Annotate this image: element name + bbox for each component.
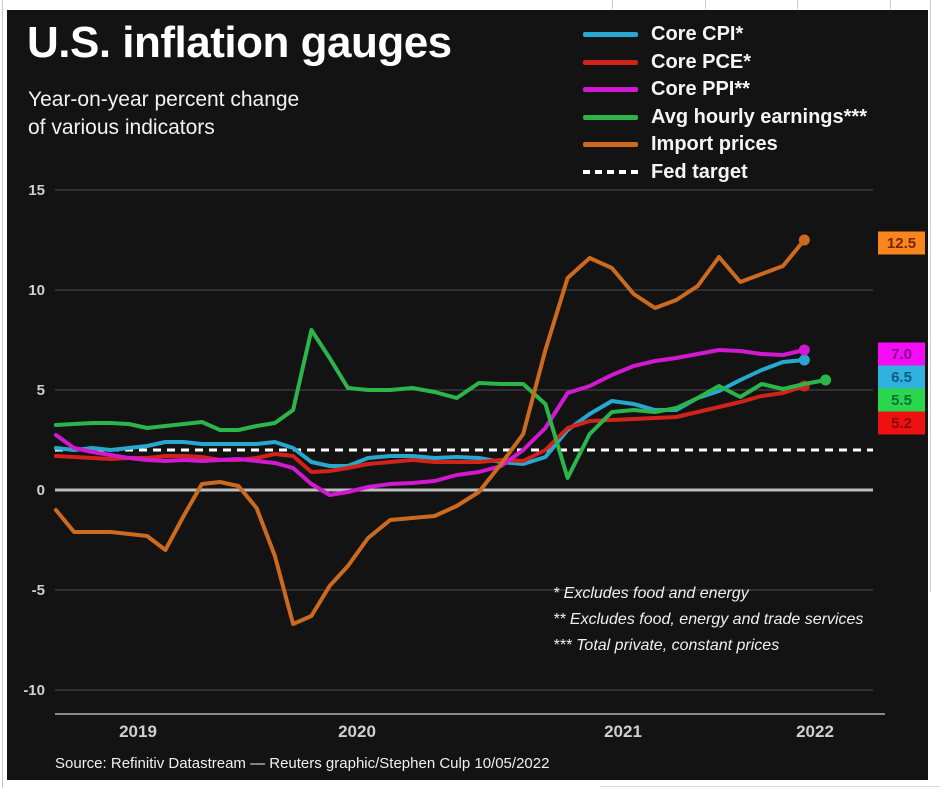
y-tick-label: 0 (37, 482, 45, 499)
legend-swatch-avg-hourly-earnings (583, 114, 638, 120)
y-tick-label: -5 (32, 582, 45, 599)
endpoint-dot-core-ppi (798, 344, 810, 356)
endpoint-dot-core-cpi (798, 354, 810, 366)
endpoint-dot-avg-hourly-earnings (820, 374, 832, 386)
end-value-label: 6.5 (891, 369, 912, 386)
series-core-ppi (53, 348, 807, 497)
end-value-box (878, 342, 925, 366)
x-tick-label: 2021 (604, 722, 642, 741)
chart-panel: 15 10 5 0 -5 -10 2019 2020 2021 2022 12.5 7.0 6.5 5.5… (7, 10, 928, 780)
legend-label: Fed target (651, 160, 748, 183)
legend-item-avg-hourly-earnings: Avg hourly earnings*** (583, 104, 867, 132)
y-tick-label: 5 (37, 382, 45, 399)
legend-item-fed-target: Fed target (583, 159, 867, 187)
spreadsheet-gridline (930, 0, 931, 592)
legend-label: Core PCE* (651, 50, 752, 73)
x-tick-label: 2020 (338, 722, 376, 741)
legend-label: Core PPI** (651, 78, 750, 101)
y-tick-label: -10 (23, 682, 45, 699)
legend: Core CPI* Core PCE* Core PPI** Avg hourl… (583, 21, 867, 186)
end-value-box (878, 365, 925, 389)
end-value-label: 12.5 (887, 235, 916, 252)
x-tick-label: 2019 (119, 722, 157, 741)
spreadsheet-gridline (705, 0, 706, 9)
legend-label: Core CPI* (651, 23, 744, 46)
x-tick-label: 2022 (796, 722, 834, 741)
legend-swatch-import-prices (583, 142, 638, 148)
chart-title: U.S. inflation gauges (27, 18, 452, 67)
series-core-pce (53, 384, 807, 474)
spreadsheet-gridline (612, 0, 613, 9)
end-value-label: 5.5 (891, 392, 912, 409)
end-value-label: 5.2 (891, 415, 912, 432)
legend-swatch-core-pce (583, 59, 638, 65)
legend-item-import-prices: Import prices (583, 131, 867, 159)
source-line: Source: Refinitiv Datastream — Reuters g… (55, 755, 550, 772)
series-avg-hourly-earnings (53, 328, 828, 480)
legend-item-core-cpi: Core CPI* (583, 21, 867, 49)
end-value-label: 7.0 (891, 346, 912, 363)
y-tick-label: 10 (28, 282, 45, 299)
footnote-3: *** Total private, constant prices (553, 637, 780, 654)
spreadsheet-gridline (890, 0, 891, 9)
spreadsheet-gridline (600, 786, 940, 787)
spreadsheet-gridline (797, 0, 798, 9)
legend-item-core-ppi: Core PPI** (583, 76, 867, 104)
legend-item-core-pce: Core PCE* (583, 49, 867, 77)
end-value-box (878, 388, 925, 412)
legend-label: Avg hourly earnings*** (651, 105, 867, 128)
legend-swatch-fed-target (583, 170, 638, 175)
legend-swatch-core-ppi (583, 87, 638, 93)
legend-swatch-core-cpi (583, 32, 638, 38)
spreadsheet-gridline (2, 0, 3, 788)
footnotes: * Excludes food and energy ** Excludes f… (553, 581, 863, 659)
endpoint-dot-import-prices (798, 234, 810, 246)
y-tick-label: 15 (28, 182, 45, 199)
chart-subtitle: Year-on-year percent change of various i… (28, 88, 300, 139)
footnote-1: * Excludes food and energy (553, 585, 749, 602)
footnote-2: ** Excludes food, energy and trade servi… (553, 611, 864, 628)
end-value-box (878, 231, 925, 255)
line-chart: 15 10 5 0 -5 -10 2019 2020 2021 2022 12.5 7.0 6.5 5.5… (23, 182, 925, 741)
end-value-box (878, 411, 925, 435)
series-import-prices (53, 238, 807, 626)
legend-label: Import prices (651, 133, 778, 156)
